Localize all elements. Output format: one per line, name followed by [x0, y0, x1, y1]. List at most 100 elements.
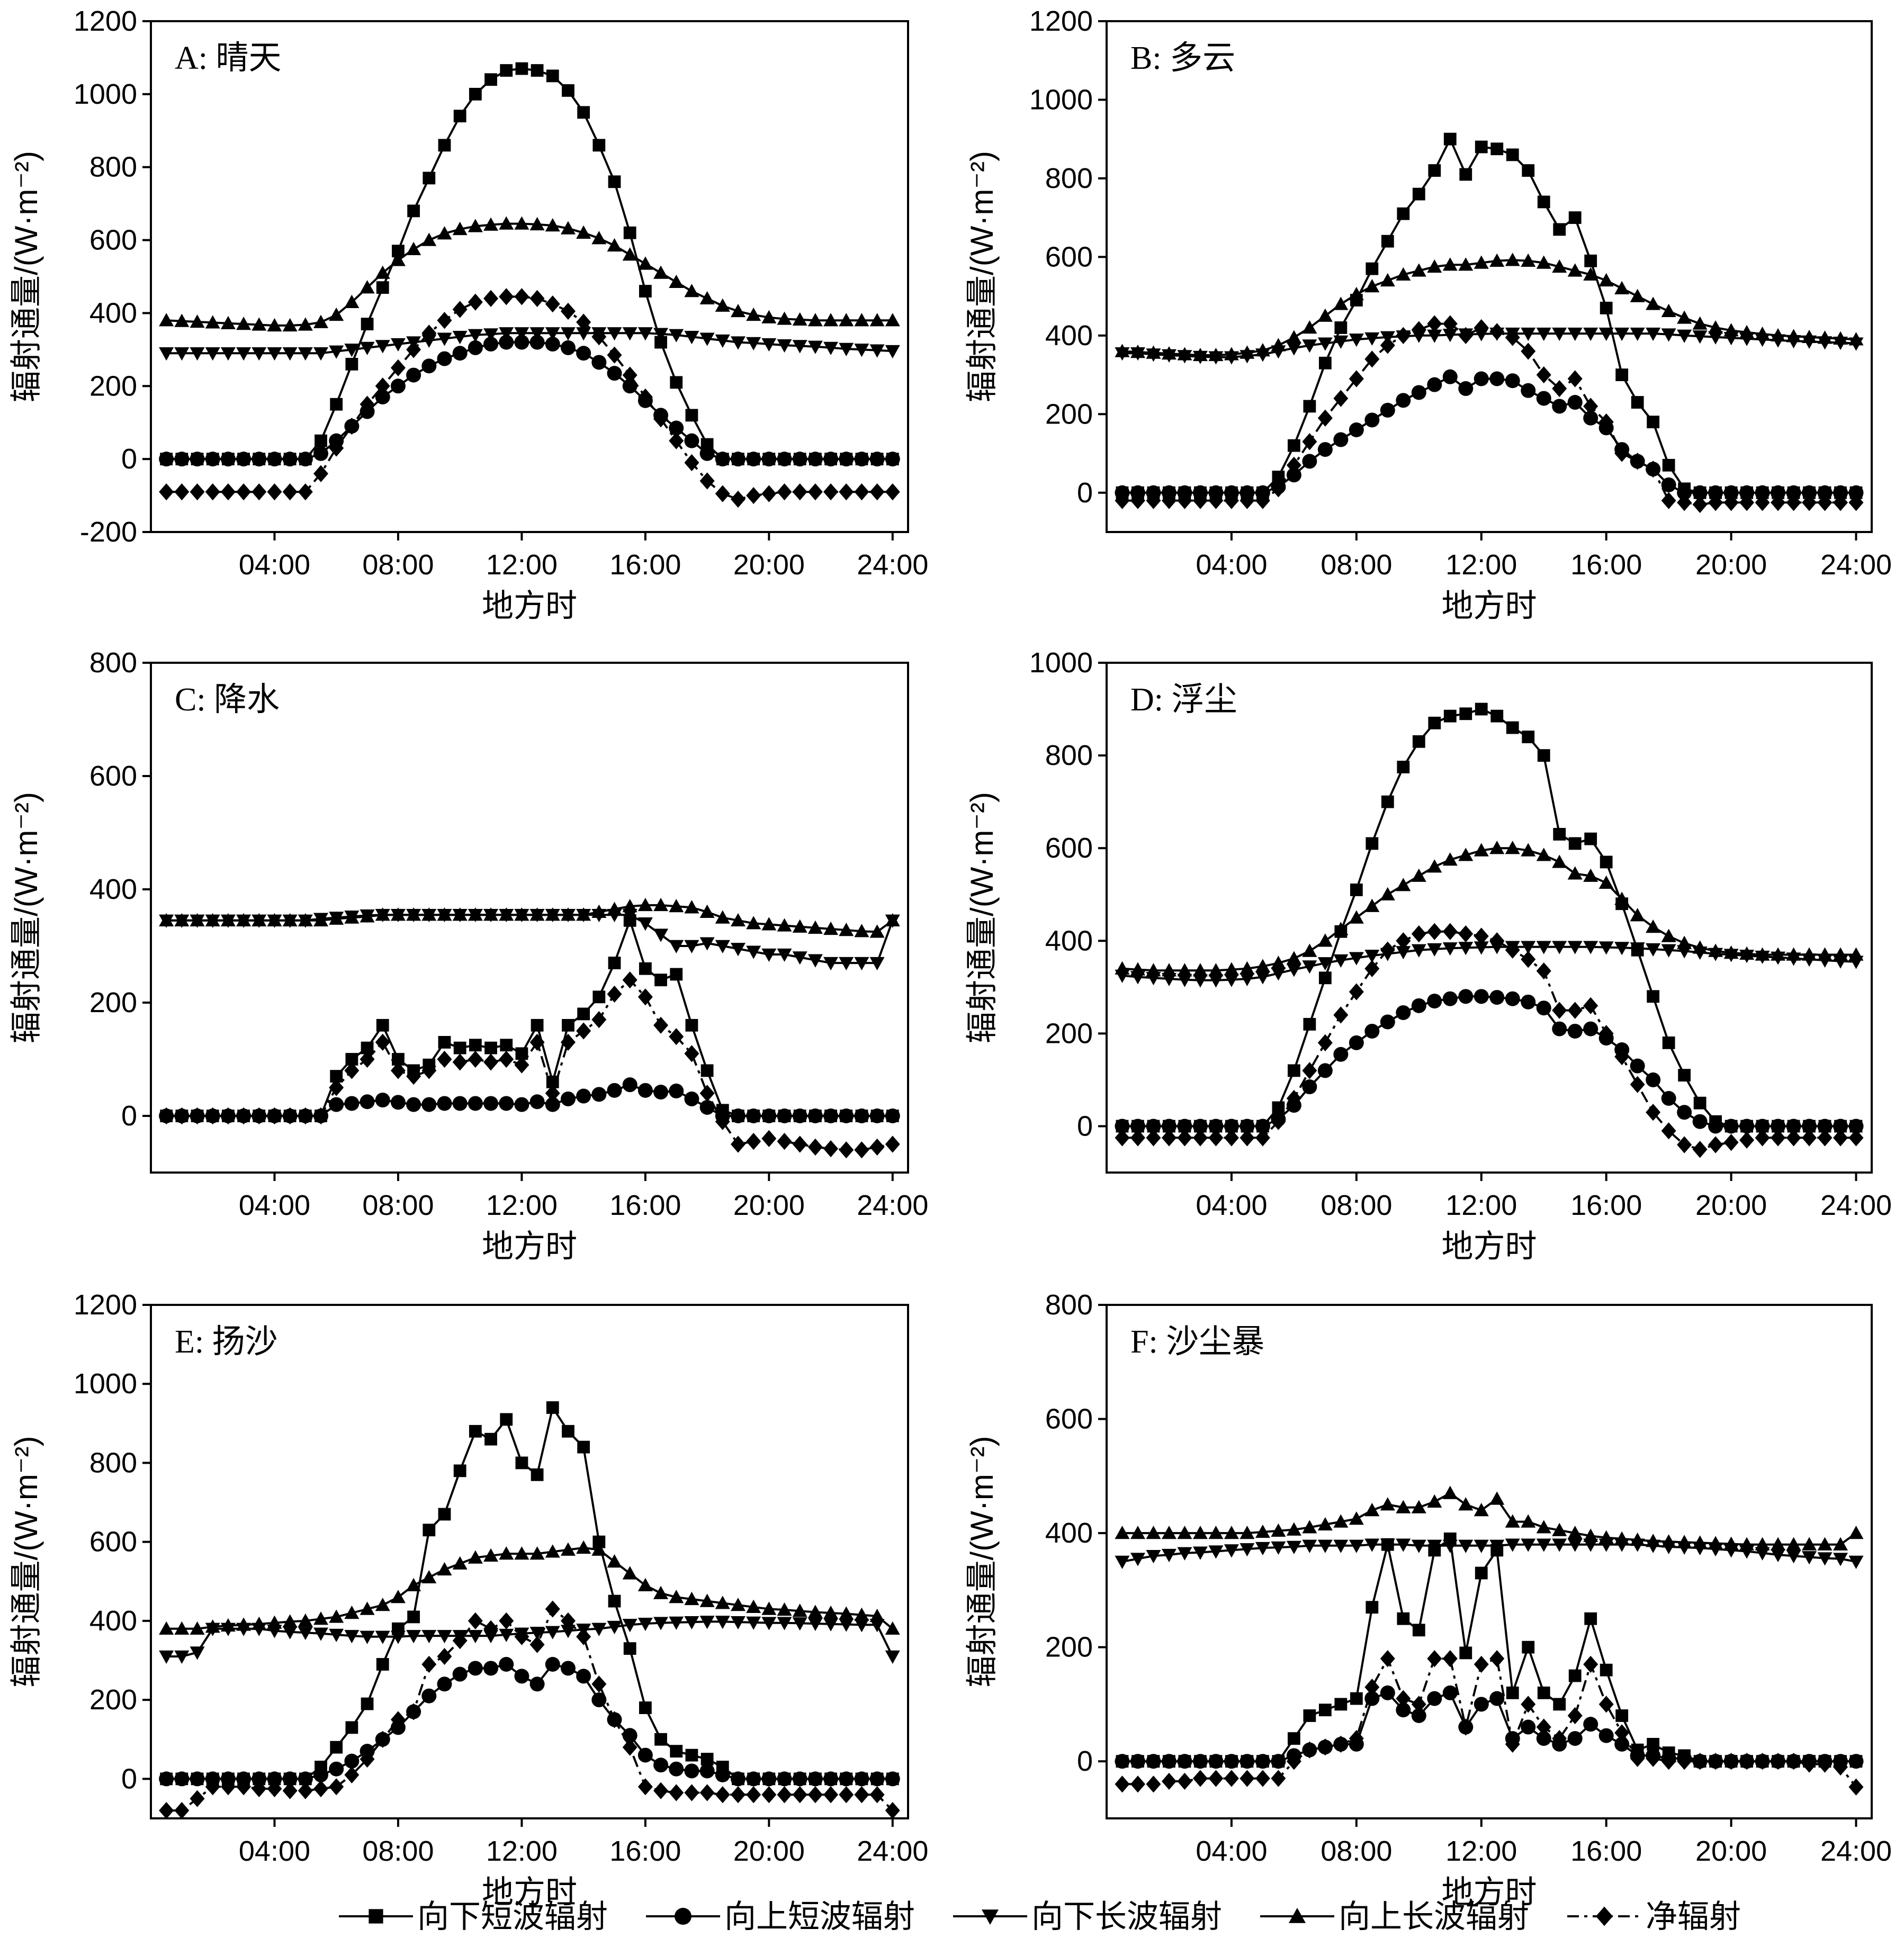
data-point — [315, 434, 327, 447]
data-point — [1584, 832, 1597, 845]
data-point — [807, 1605, 823, 1618]
data-point — [1442, 1539, 1458, 1553]
data-point — [205, 913, 220, 927]
data-point — [639, 285, 652, 298]
data-point — [1474, 255, 1489, 269]
data-point — [545, 327, 560, 341]
data-point — [622, 1619, 637, 1633]
y-tick-label: 600 — [1045, 241, 1093, 273]
legend-label: 向上短波辐射 — [724, 1899, 915, 1934]
data-point — [839, 313, 854, 327]
data-point — [1677, 310, 1692, 324]
data-point — [1817, 1537, 1833, 1551]
data-point — [453, 1041, 466, 1054]
data-point — [1536, 848, 1551, 861]
data-point — [298, 452, 313, 467]
data-point — [1647, 416, 1660, 429]
data-point — [298, 1771, 313, 1787]
y-tick-label: 0 — [1077, 1110, 1093, 1142]
data-point — [730, 336, 746, 350]
data-point — [500, 1413, 513, 1426]
data-point — [236, 317, 252, 330]
plot-frame — [150, 662, 909, 1174]
data-point — [792, 340, 807, 354]
data-point — [1130, 1119, 1145, 1134]
data-point — [1380, 887, 1395, 900]
data-point — [1833, 1553, 1848, 1566]
data-point — [1255, 1754, 1270, 1769]
data-point — [313, 446, 329, 461]
data-point — [1567, 1538, 1583, 1552]
data-point — [669, 1083, 684, 1098]
x-tick-label: 16:00 — [1570, 1835, 1642, 1867]
data-point — [777, 339, 792, 353]
data-point — [1692, 1141, 1708, 1158]
data-point — [236, 1617, 252, 1631]
data-point — [1506, 1686, 1519, 1699]
data-point — [730, 452, 746, 467]
data-point — [1583, 410, 1598, 426]
data-point — [1381, 795, 1394, 808]
data-point — [1380, 941, 1395, 959]
data-point — [746, 307, 761, 321]
data-point — [1333, 922, 1349, 935]
data-point — [236, 1107, 252, 1125]
data-point — [653, 1016, 669, 1034]
data-point — [699, 1763, 715, 1779]
data-point — [1677, 1535, 1692, 1548]
data-point — [622, 1738, 637, 1756]
data-point — [220, 1107, 236, 1125]
x-tick-label: 16:00 — [1570, 1189, 1642, 1221]
data-point — [1489, 1539, 1505, 1553]
data-point — [1302, 454, 1317, 469]
data-point — [1552, 259, 1567, 273]
data-point — [792, 1108, 807, 1123]
data-point — [1817, 1552, 1833, 1566]
data-point — [1255, 971, 1270, 985]
data-point — [699, 446, 715, 461]
data-point — [1442, 1485, 1458, 1499]
data-point — [1553, 1698, 1566, 1711]
data-point — [298, 317, 313, 331]
data-point — [1146, 963, 1161, 977]
data-point — [1786, 1537, 1801, 1551]
data-point — [452, 331, 468, 345]
data-point — [684, 284, 699, 298]
data-point — [1192, 492, 1208, 509]
data-point — [1428, 164, 1441, 177]
data-point — [407, 1610, 420, 1624]
data-point — [375, 265, 390, 279]
data-point — [282, 1626, 298, 1639]
data-point — [344, 418, 360, 435]
data-point — [684, 1763, 699, 1779]
data-point — [529, 290, 545, 307]
data-point — [1161, 1548, 1176, 1563]
panel-title: A: 晴天 — [175, 40, 282, 76]
data-point — [483, 1053, 499, 1071]
data-point — [236, 913, 252, 927]
data-point — [1771, 1129, 1786, 1147]
data-point — [1848, 947, 1864, 961]
data-point — [1708, 485, 1723, 500]
data-point — [545, 907, 560, 921]
data-point — [499, 335, 514, 350]
data-point — [1412, 735, 1425, 748]
data-point — [1287, 439, 1300, 452]
data-point — [1661, 1122, 1676, 1140]
data-point — [190, 913, 205, 927]
data-point — [1474, 1697, 1489, 1712]
data-point — [1115, 1129, 1130, 1147]
data-point — [1161, 1129, 1176, 1147]
data-point — [746, 486, 761, 504]
data-point — [375, 340, 390, 354]
data-point — [1771, 1537, 1786, 1551]
data-point — [607, 346, 622, 364]
plot-frame — [150, 20, 909, 533]
data-point — [1692, 485, 1708, 500]
data-point — [777, 918, 792, 932]
data-point — [1474, 843, 1489, 857]
data-point — [1646, 1750, 1661, 1767]
data-point — [499, 216, 514, 230]
y-tick-label: 200 — [1045, 1017, 1093, 1049]
data-point — [1396, 1702, 1411, 1718]
